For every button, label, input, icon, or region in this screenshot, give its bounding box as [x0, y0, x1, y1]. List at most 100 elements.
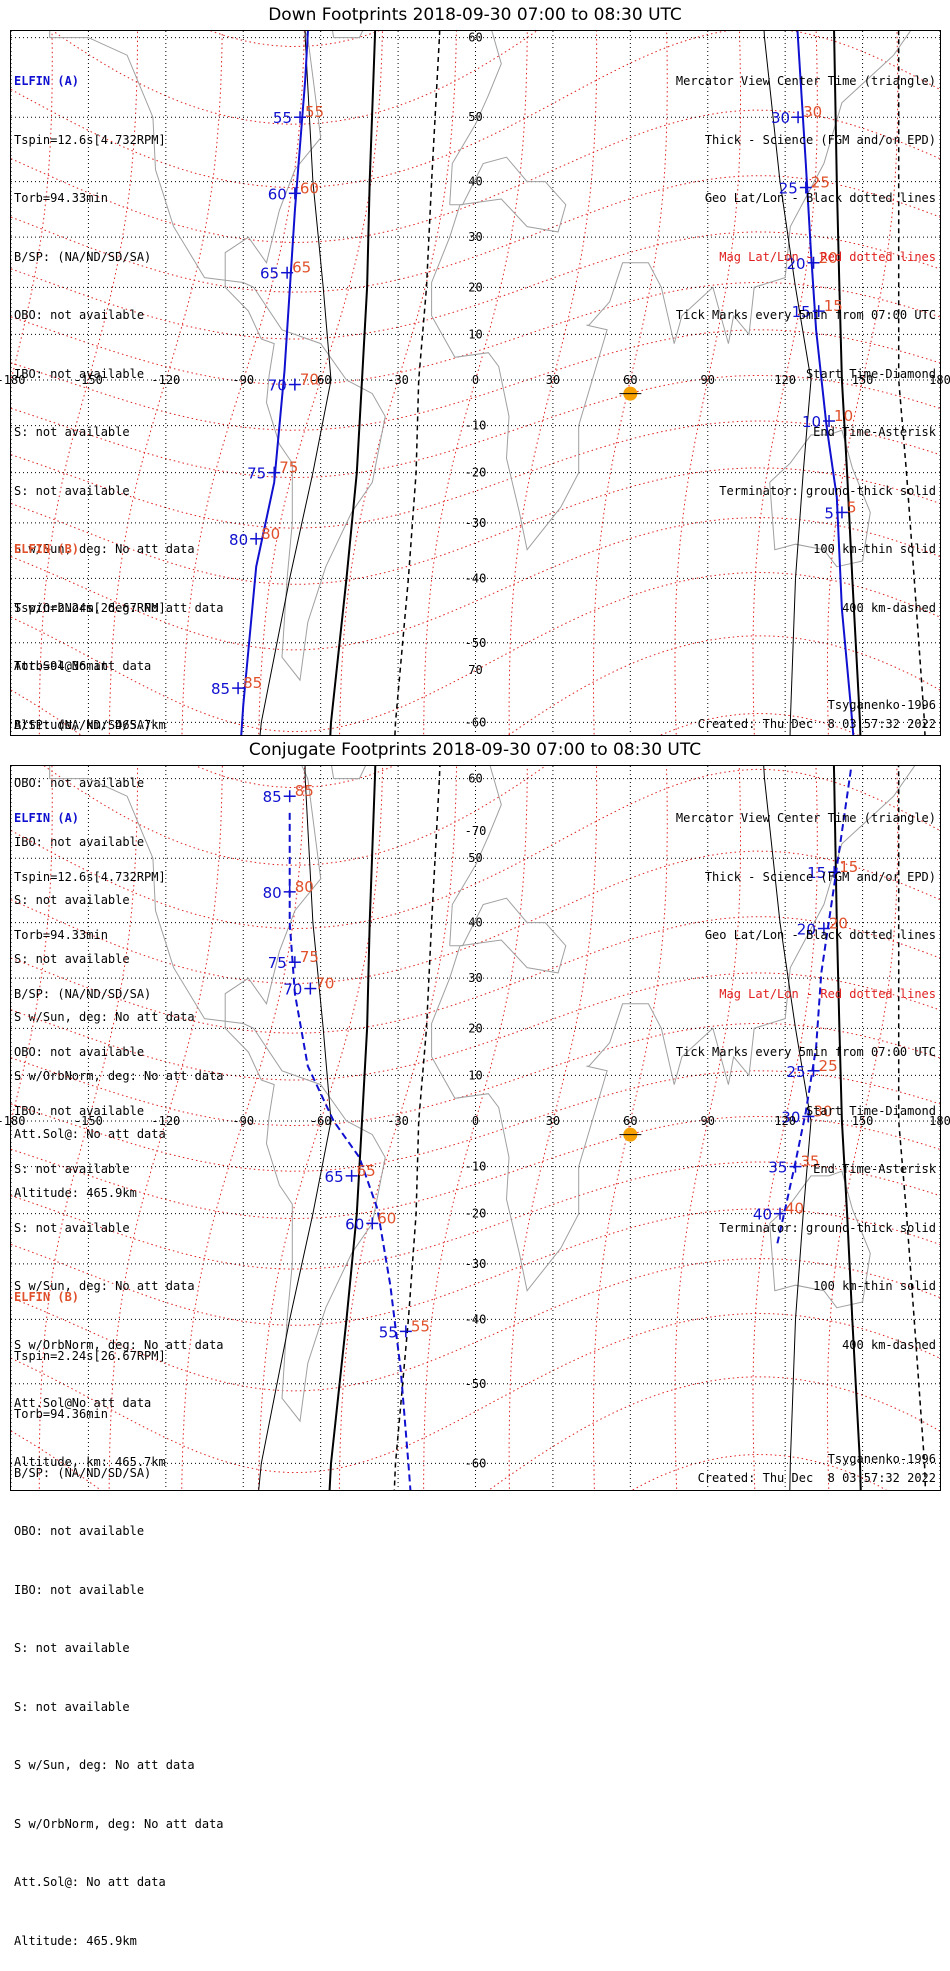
elfin-b-line: S w/OrbNorm, deg: No att data	[14, 1816, 224, 1831]
track-tick-label-b: 65	[357, 1162, 376, 1180]
track-tick-label-b: 55	[305, 103, 324, 121]
terminator-100km	[763, 31, 812, 735]
lat-tick-label: -60	[465, 1456, 487, 1470]
elfin-b-line: OBO: not available	[14, 776, 145, 790]
elfin-a-line: Att.Sol@No att data	[14, 659, 152, 673]
track-tick-label-a: 20	[786, 255, 805, 273]
mag-longitude-line	[38, 31, 139, 735]
track-tick-label-b: 15	[824, 297, 843, 315]
coastline	[331, 766, 366, 780]
track-tick-label-b: 60	[377, 1209, 396, 1227]
mag-longitude-line	[826, 31, 899, 735]
elfin-a-line: Torb=94.33min	[14, 928, 108, 942]
elfin-a-line: B/SP: (NA/ND/SD/SA)	[14, 249, 152, 264]
track-tick-label-b: 80	[295, 878, 314, 896]
track-tick-label-a: 35	[768, 1159, 787, 1177]
elfin-a-track	[776, 766, 853, 1244]
mag-latitude-line	[11, 1022, 940, 1127]
track-tick-label-a: 75	[247, 465, 266, 483]
track-tick-label-a: 10	[802, 413, 821, 431]
track-tick-label-a: 5	[45, 662, 55, 680]
track-tick-label-a: 80	[229, 531, 248, 549]
elfin-a-line: Tspin=12.6s[4.732RPM]	[14, 869, 166, 884]
track-tick-label-b: 80	[261, 525, 280, 543]
lat-tick-label: 10	[468, 1068, 482, 1082]
lat-tick-label: 60	[468, 31, 482, 45]
coastline	[332, 31, 364, 39]
legend-entry: 100 km-thin solid	[813, 542, 936, 556]
lon-tick-label: -150	[74, 373, 103, 387]
terminator-ground	[329, 31, 377, 735]
lat-tick-label: -10	[465, 1160, 487, 1174]
info-elfin-a-down: ELFIN (A) Tspin=12.6s[4.732RPM] Torb=94.…	[14, 33, 224, 755]
model-label-conjugate: Tsyganenko-1996	[827, 1452, 936, 1466]
track-tick-label-b: 75	[300, 948, 319, 966]
elfin-a-line: Altitude, km: 465.7km	[14, 717, 166, 732]
elfin-a-track	[240, 31, 309, 735]
elfin-a-line: S w/Sun, deg: No att data	[14, 1279, 195, 1293]
track-tick-label-b: 85	[243, 674, 262, 692]
elfin-a-line: S: not available	[14, 1162, 130, 1176]
mag-longitude-line	[508, 766, 598, 1490]
mag-longitude-line	[38, 766, 139, 1490]
track-tick-label-b: 40	[785, 1200, 804, 1218]
elfin-b-line: B/SP: (NA/ND/SD/SA)	[14, 1465, 152, 1480]
legend-entry: Geo Lat/Lon - Black dotted lines	[704, 928, 936, 942]
coastline	[49, 766, 386, 1423]
coastline	[769, 1170, 871, 1309]
lon-tick-label: 90	[701, 1114, 715, 1128]
elfin-a-track	[288, 812, 412, 1490]
elfin-b-line: S w/OrbNorm, deg: No att data	[14, 1068, 224, 1083]
elfin-a-line: OBO: not available	[14, 1045, 145, 1059]
track-tick-label-b: 20	[829, 915, 848, 933]
legend-entry: 100 km-thin solid	[813, 1279, 936, 1293]
legend-entry: Tick Marks every 5min from 07:00 UTC	[675, 308, 936, 322]
track-tick-label-b: 55	[411, 1317, 430, 1335]
lon-tick-label: 30	[546, 373, 560, 387]
map-frame-down	[10, 30, 941, 736]
terminator-100km	[258, 766, 332, 1490]
lat-tick-label: -40	[465, 1312, 487, 1326]
track-tick-label-a: 5	[824, 504, 834, 522]
mag-longitude-line	[592, 766, 668, 1490]
legend-entry: Mag Lat/Lon - Red dotted lines	[719, 986, 936, 1001]
track-tick-label-a: 60	[268, 185, 287, 203]
coastline	[769, 429, 871, 568]
elfin-a-line: Torb=94.33min	[14, 191, 108, 205]
lon-tick-label: -30	[387, 373, 409, 387]
mag-longitude-line	[338, 766, 458, 1490]
track-tick-label-b: 20	[819, 249, 838, 267]
elfin-b-line: S w/Sun, deg: No att data	[14, 1758, 195, 1772]
lon-tick-label: -60	[310, 1114, 332, 1128]
lat-tick-label: 50	[468, 851, 482, 865]
track-tick-label-a: 40	[753, 1206, 772, 1224]
elfin-a-line: S w/Sun, deg: No att data	[14, 542, 195, 556]
elfin-b-line: OBO: not available	[14, 1524, 145, 1538]
terminator-100km	[259, 31, 332, 735]
lat-tick-label: 60	[468, 772, 482, 786]
elfin-b-line: S: not available	[14, 951, 130, 966]
lon-tick-label: -90	[232, 373, 254, 387]
track-tick-label-b: 65	[292, 259, 311, 277]
track-tick-label-a: 55	[273, 109, 292, 127]
elfin-b-line: Tspin=2.24s[26.67RPM]	[14, 600, 166, 615]
lat-tick-label: 30	[468, 230, 482, 244]
terminator-400km	[393, 766, 441, 1490]
mag-latitude-line	[11, 972, 940, 1081]
lat-tick-label: 70	[468, 663, 482, 677]
legend-entry: Terminator: ground-thick solid	[719, 483, 936, 498]
legend-entry: Tick Marks every 5min from 07:00 UTC	[675, 1045, 936, 1059]
legend-entry: End Time-Asterisk	[813, 1162, 936, 1176]
track-tick-label-a: 25	[786, 1063, 805, 1081]
mag-latitude-line	[631, 1453, 887, 1490]
track-tick-label-a: 80	[263, 884, 282, 902]
legend-entry: Thick - Science (FGM and/or EPD)	[704, 132, 936, 147]
mag-latitude-line	[194, 766, 395, 789]
elfin-a-line: OBO: not available	[14, 308, 145, 322]
elfin-a-title: ELFIN (A)	[14, 811, 80, 825]
legend-entry: 400 km-dashed	[842, 600, 936, 615]
lon-tick-label: -150	[74, 1114, 103, 1128]
created-label-down: Created: Thu Dec 8 03:57:32 2022	[697, 717, 936, 731]
track-tick-label-a: 15	[807, 864, 826, 882]
lon-tick-label: -120	[151, 1114, 180, 1128]
